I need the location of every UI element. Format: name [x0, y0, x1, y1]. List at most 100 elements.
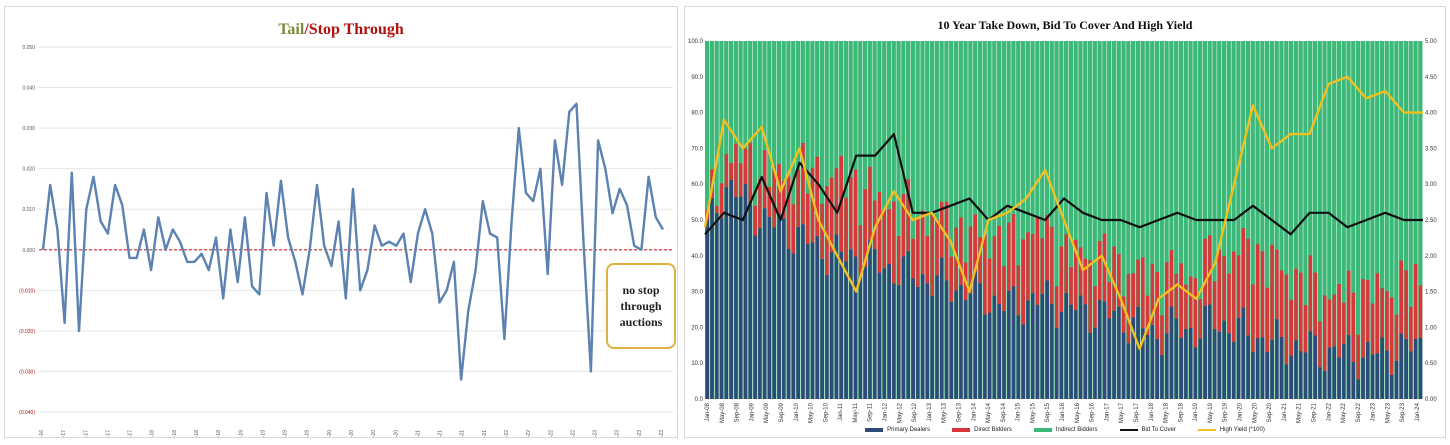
primary-dealers-bar — [940, 257, 944, 399]
primary-dealers-bar — [719, 218, 724, 399]
primary-dealers-bar — [1236, 318, 1241, 399]
right-y-tick-label: 2.50 — [1425, 218, 1437, 224]
direct-bidders-bar — [930, 214, 935, 296]
primary-dealers-bar — [944, 280, 949, 399]
x-tick-label: Jul-19 — [283, 430, 289, 437]
direct-bidders-bar — [896, 236, 901, 286]
primary-dealers-bar — [1284, 364, 1289, 399]
primary-dealers-bar — [815, 236, 820, 399]
y-tick-label: 0.020 — [22, 167, 35, 173]
x-tick-label: May-18 — [1164, 402, 1170, 423]
primary-dealers-bar — [1169, 306, 1174, 399]
direct-bidders-bar — [748, 143, 753, 205]
x-tick-label: Jan-10 — [794, 402, 800, 421]
x-tick-label: Sep-20 — [1267, 402, 1273, 422]
direct-bidders-bar — [1016, 265, 1021, 316]
primary-dealers-bar — [839, 251, 844, 399]
x-tick-label: Jan-20 — [1238, 402, 1244, 421]
direct-bidders-bar — [1160, 315, 1164, 356]
primary-dealers-bar — [997, 303, 1002, 399]
primary-dealers-bar — [1007, 291, 1011, 399]
primary-dealers-bar — [1279, 336, 1284, 399]
x-tick-label: Sep-14 — [1001, 402, 1007, 422]
direct-bidders-bar — [734, 143, 738, 197]
primary-dealers-bar — [786, 249, 791, 399]
primary-dealers-bar — [1246, 335, 1250, 399]
direct-bidders-bar — [925, 235, 930, 284]
direct-bidders-bar — [1251, 284, 1255, 353]
direct-bidders-bar — [1098, 241, 1102, 300]
y-tick-label: (0.040) — [19, 410, 35, 416]
x-tick-label: Sep-17 — [1134, 402, 1140, 422]
direct-bidders-bar — [949, 256, 954, 302]
direct-bidders-bar — [920, 210, 925, 275]
primary-dealers-bar — [705, 220, 710, 399]
primary-dealers-bar — [1179, 337, 1183, 399]
primary-dealers-bar — [767, 216, 772, 399]
primary-dealers-bar — [1275, 319, 1279, 399]
direct-bidders-bar — [801, 143, 805, 225]
primary-dealers-bar — [1389, 374, 1394, 399]
direct-bidders-bar — [1399, 260, 1404, 334]
primary-dealers-bar — [1260, 337, 1265, 399]
x-tick-label: Jul-21 — [460, 430, 466, 437]
right-chart-title: 10 Year Take Down, Bid To Cover And High… — [937, 18, 1193, 32]
primary-dealers-bar — [810, 242, 815, 399]
x-tick-label: Jan-15 — [1016, 402, 1022, 421]
primary-dealers-bar — [791, 253, 796, 399]
y-tick-label: 0.030 — [22, 126, 35, 132]
direct-bidders-bar — [892, 201, 896, 284]
x-tick-label: Jul-20 — [371, 430, 377, 437]
x-tick-label: Jan-21 — [415, 430, 421, 437]
primary-dealers-bar — [1303, 352, 1308, 399]
direct-bidders-bar — [997, 225, 1002, 304]
right-chart-svg: 100.0 90.0 80.0 70.0 60.0 50.0 40.0 30.0 20.0 10.… — [688, 39, 1437, 423]
direct-bidders-bar — [829, 177, 834, 252]
direct-bidders-bar — [1337, 283, 1341, 358]
direct-bidders-bar — [729, 163, 734, 180]
y-tick-label: (0.010) — [19, 288, 35, 294]
direct-bidders-bar — [1078, 247, 1083, 296]
title-tail: Tail — [278, 21, 305, 38]
x-tick-label: Jan-16 — [1060, 402, 1066, 421]
x-tick-label: Jan-20 — [327, 430, 333, 437]
primary-dealers-bar — [1203, 305, 1207, 399]
x-tick-label: Sep-11 — [868, 402, 874, 422]
right-y-tick-label: 2.00 — [1425, 254, 1437, 260]
primary-dealers-bar — [1026, 300, 1030, 399]
x-tick-label: Apr-19 — [260, 430, 266, 437]
primary-dealers-bar — [1160, 355, 1164, 399]
primary-dealers-bar — [1361, 357, 1365, 399]
primary-dealers-bar — [901, 256, 906, 399]
primary-dealers-bar — [887, 263, 891, 399]
y-tick-label: 0.010 — [22, 207, 35, 213]
legend-item: Bid To Cover — [1119, 427, 1176, 433]
x-tick-label: Sep-10 — [823, 402, 829, 422]
x-tick-label: May-09 — [764, 402, 770, 423]
primary-dealers-bar — [825, 274, 829, 399]
x-tick-label: Jan-09 — [749, 402, 755, 421]
direct-bidders-bar — [767, 187, 772, 217]
primary-dealers-bar — [1413, 339, 1418, 399]
primary-dealers-bar — [1011, 286, 1016, 399]
left-chart-svg: 0.050 0.040 0.030 0.020 0.010 0.000 (0.010) (0.… — [19, 45, 673, 437]
direct-bidders-bar — [863, 189, 868, 267]
direct-bidders-bar — [1212, 281, 1217, 330]
direct-bidders-bar — [1394, 314, 1399, 361]
x-tick-label: May-20 — [1252, 402, 1258, 423]
left-y-tick-label: 90.0 — [691, 75, 703, 81]
primary-dealers-bar — [877, 272, 882, 399]
primary-dealers-bar — [1322, 370, 1327, 399]
primary-dealers-bar — [1294, 340, 1298, 399]
direct-bidders-bar — [1380, 288, 1385, 338]
direct-bidders-bar — [753, 205, 757, 236]
left-y-tick-label: 70.0 — [691, 146, 703, 152]
direct-bidders-bar — [1284, 274, 1289, 365]
left-y-tick-label: 50.0 — [691, 218, 703, 224]
primary-dealers-bar — [806, 244, 810, 399]
primary-dealers-bar — [1088, 332, 1093, 399]
direct-bidders-bar — [844, 197, 848, 262]
x-tick-label: Oct-18 — [216, 430, 222, 437]
direct-bidders-bar — [1184, 284, 1188, 330]
primary-dealers-bar — [734, 196, 738, 399]
